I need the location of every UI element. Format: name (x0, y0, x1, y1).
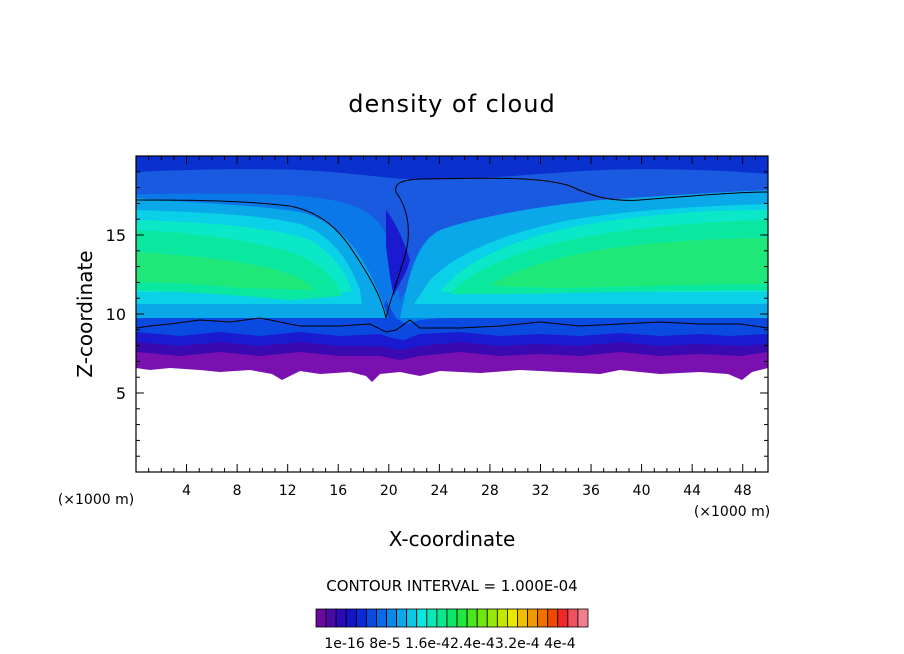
colorbar-swatch (527, 608, 539, 628)
colorbar-swatch (537, 608, 549, 628)
colorbar-swatch (315, 608, 327, 628)
plot-area (136, 156, 768, 472)
contour-interval-text: CONTOUR INTERVAL = 1.000E-04 (326, 577, 577, 595)
x-tick-label: 44 (683, 483, 701, 499)
colorbar-swatch (345, 608, 357, 628)
colorbar-swatch (426, 608, 438, 628)
x-tick-label: 20 (380, 483, 398, 499)
colorbar-swatch (456, 608, 468, 628)
cloud-band-upper (136, 156, 768, 300)
x-tick-label: 28 (481, 483, 499, 499)
x-tick-label: 24 (430, 483, 448, 499)
x-tick-label: 36 (582, 483, 600, 499)
colorbar-swatch (547, 608, 559, 628)
colorbar-swatch (335, 608, 347, 628)
colorbar-swatch (446, 608, 458, 628)
colorbar-swatch (466, 608, 478, 628)
colorbar-swatch (567, 608, 579, 628)
colorbar-swatch (577, 608, 589, 628)
colorbar-swatch (517, 608, 528, 628)
x-tick-label: 48 (734, 483, 752, 499)
y-tick-label: 15 (106, 226, 126, 245)
colorbar-swatch (396, 608, 408, 628)
colorbar-swatch (507, 608, 518, 628)
x-tick-label: 8 (233, 483, 242, 499)
colorbar-swatch (355, 608, 367, 628)
y-tick-label: 10 (106, 305, 126, 324)
colorbar-swatch (436, 608, 448, 628)
colorbar-tick-labels: 1e-16 8e-5 1.6e-42.4e-43.2e-4 4e-4 (324, 636, 575, 652)
x-axis-ticks: 4 8 12 16 20 24 28 32 36 40 44 48 (148, 156, 756, 499)
x-axis-label: X-coordinate (389, 527, 516, 551)
colorbar-swatch (365, 608, 377, 628)
x-tick-label: 16 (329, 483, 347, 499)
y-axis-ticks: 5 10 15 (106, 171, 768, 457)
colorbar-swatch (406, 608, 418, 628)
y-tick-label: 5 (116, 384, 126, 403)
cloud-band-10 (136, 252, 316, 290)
cloud-core (386, 210, 410, 296)
colorbar-swatch (376, 608, 387, 628)
colorbar-swatch (476, 608, 488, 628)
cloud-band-top (136, 156, 768, 180)
contour-line-upper (136, 177, 768, 319)
colorbar (315, 608, 589, 628)
x-tick-label: 40 (633, 483, 651, 499)
colorbar-swatch (486, 608, 498, 628)
colorbar-swatch (386, 608, 397, 628)
chart-title: density of cloud (348, 90, 555, 118)
x-tick-label: 12 (279, 483, 297, 499)
y-axis-label: Z-coordinate (73, 250, 97, 377)
colorbar-swatch (416, 608, 428, 628)
x-tick-label: 32 (532, 483, 550, 499)
colorbar-swatch (496, 608, 508, 628)
colorbar-swatch (325, 608, 337, 628)
colorbar-swatch (557, 608, 569, 628)
x-unit-left: (×1000 m) (58, 492, 134, 508)
cloud-band-10-right (490, 238, 768, 288)
x-tick-label: 4 (182, 483, 191, 499)
contour-line-lower (136, 317, 768, 333)
x-unit-right: (×1000 m) (694, 504, 770, 520)
